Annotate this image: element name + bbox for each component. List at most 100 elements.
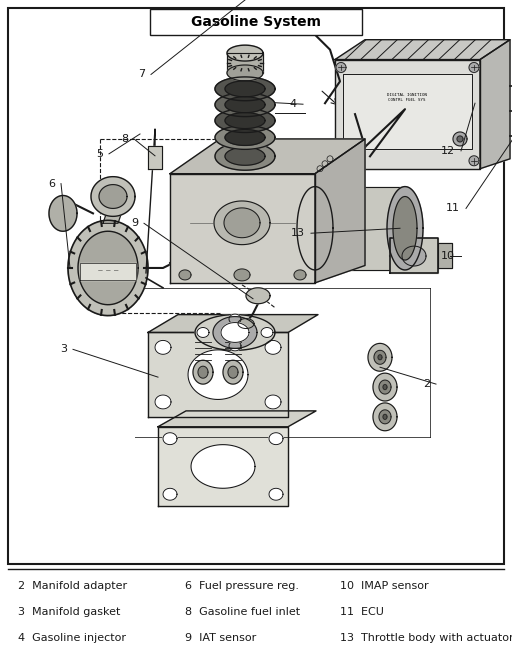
Polygon shape	[215, 143, 275, 170]
Polygon shape	[197, 328, 209, 337]
Text: 3: 3	[60, 345, 67, 354]
Polygon shape	[91, 177, 135, 216]
Polygon shape	[480, 40, 510, 169]
Polygon shape	[265, 341, 281, 354]
Polygon shape	[438, 243, 452, 268]
Text: DIGITAL IGNITION
CONTRL FUEL SYS: DIGITAL IGNITION CONTRL FUEL SYS	[387, 93, 427, 101]
Polygon shape	[229, 314, 241, 324]
Polygon shape	[225, 129, 265, 145]
Text: 9: 9	[131, 218, 138, 228]
Polygon shape	[148, 332, 288, 417]
Text: 2  Manifold adapter: 2 Manifold adapter	[18, 581, 127, 591]
Text: 5: 5	[96, 149, 103, 159]
Text: 10: 10	[441, 251, 455, 261]
Polygon shape	[379, 410, 391, 424]
Polygon shape	[195, 315, 275, 351]
Text: 10  IMAP sensor: 10 IMAP sensor	[340, 581, 429, 591]
Polygon shape	[379, 380, 391, 394]
Polygon shape	[215, 126, 275, 149]
Polygon shape	[163, 489, 177, 500]
Polygon shape	[297, 186, 333, 270]
Polygon shape	[170, 139, 365, 174]
Polygon shape	[227, 45, 263, 61]
Polygon shape	[213, 317, 257, 349]
Polygon shape	[221, 322, 249, 343]
Polygon shape	[261, 328, 273, 337]
Polygon shape	[383, 385, 387, 390]
Polygon shape	[336, 63, 346, 73]
Polygon shape	[179, 270, 191, 280]
Polygon shape	[155, 341, 171, 354]
Polygon shape	[294, 270, 306, 280]
Text: 8  Gasoline fuel inlet: 8 Gasoline fuel inlet	[185, 607, 300, 617]
Polygon shape	[215, 93, 275, 116]
Polygon shape	[103, 209, 123, 223]
Polygon shape	[215, 77, 275, 101]
Polygon shape	[265, 395, 281, 409]
Polygon shape	[469, 156, 479, 165]
Polygon shape	[225, 147, 265, 165]
Polygon shape	[317, 165, 323, 172]
Polygon shape	[214, 201, 270, 245]
Text: 13: 13	[291, 228, 305, 238]
Polygon shape	[78, 232, 138, 305]
Polygon shape	[269, 489, 283, 500]
Polygon shape	[148, 146, 162, 169]
Polygon shape	[315, 186, 405, 270]
Polygon shape	[215, 109, 275, 133]
Text: 3  Manifold gasket: 3 Manifold gasket	[18, 607, 120, 617]
Polygon shape	[378, 355, 382, 360]
Polygon shape	[225, 112, 265, 129]
Polygon shape	[68, 220, 148, 316]
Polygon shape	[49, 196, 77, 232]
Polygon shape	[224, 208, 260, 237]
Polygon shape	[335, 60, 480, 169]
Polygon shape	[227, 65, 263, 81]
Bar	[150, 9, 362, 35]
Polygon shape	[170, 174, 315, 283]
Polygon shape	[457, 136, 463, 142]
Polygon shape	[158, 427, 288, 506]
Polygon shape	[373, 373, 397, 401]
Polygon shape	[373, 403, 397, 431]
Polygon shape	[155, 395, 171, 409]
Polygon shape	[238, 318, 254, 328]
Polygon shape	[315, 139, 365, 283]
Polygon shape	[191, 445, 255, 489]
Text: 12: 12	[441, 146, 455, 156]
Text: 7: 7	[138, 69, 145, 79]
Polygon shape	[225, 81, 265, 97]
Text: 4: 4	[290, 99, 297, 109]
Polygon shape	[322, 161, 328, 167]
Text: Gasoline System: Gasoline System	[191, 15, 321, 29]
Polygon shape	[390, 238, 438, 273]
Polygon shape	[269, 433, 283, 445]
Polygon shape	[374, 351, 386, 364]
Polygon shape	[193, 360, 213, 384]
Text: 8: 8	[121, 134, 128, 144]
Polygon shape	[198, 366, 208, 378]
Polygon shape	[158, 411, 316, 427]
Polygon shape	[383, 415, 387, 419]
Polygon shape	[402, 246, 426, 266]
Polygon shape	[228, 366, 238, 378]
Text: 11  ECU: 11 ECU	[340, 607, 384, 617]
Text: 9  IAT sensor: 9 IAT sensor	[185, 633, 256, 643]
Polygon shape	[336, 156, 346, 165]
Text: 13  Throttle body with actuator: 13 Throttle body with actuator	[340, 633, 512, 643]
Text: 6  Fuel pressure reg.: 6 Fuel pressure reg.	[185, 581, 299, 591]
Polygon shape	[453, 132, 467, 146]
Polygon shape	[335, 40, 510, 60]
Polygon shape	[246, 288, 270, 303]
Polygon shape	[368, 343, 392, 371]
Text: 11: 11	[446, 203, 460, 213]
Polygon shape	[387, 186, 423, 270]
Polygon shape	[223, 360, 243, 384]
Polygon shape	[99, 184, 127, 209]
Text: 4  Gasoline injector: 4 Gasoline injector	[18, 633, 126, 643]
Text: —  —  —: — — —	[98, 268, 118, 273]
Polygon shape	[163, 433, 177, 445]
Text: 6: 6	[48, 179, 55, 188]
Polygon shape	[469, 63, 479, 73]
Polygon shape	[229, 341, 241, 351]
